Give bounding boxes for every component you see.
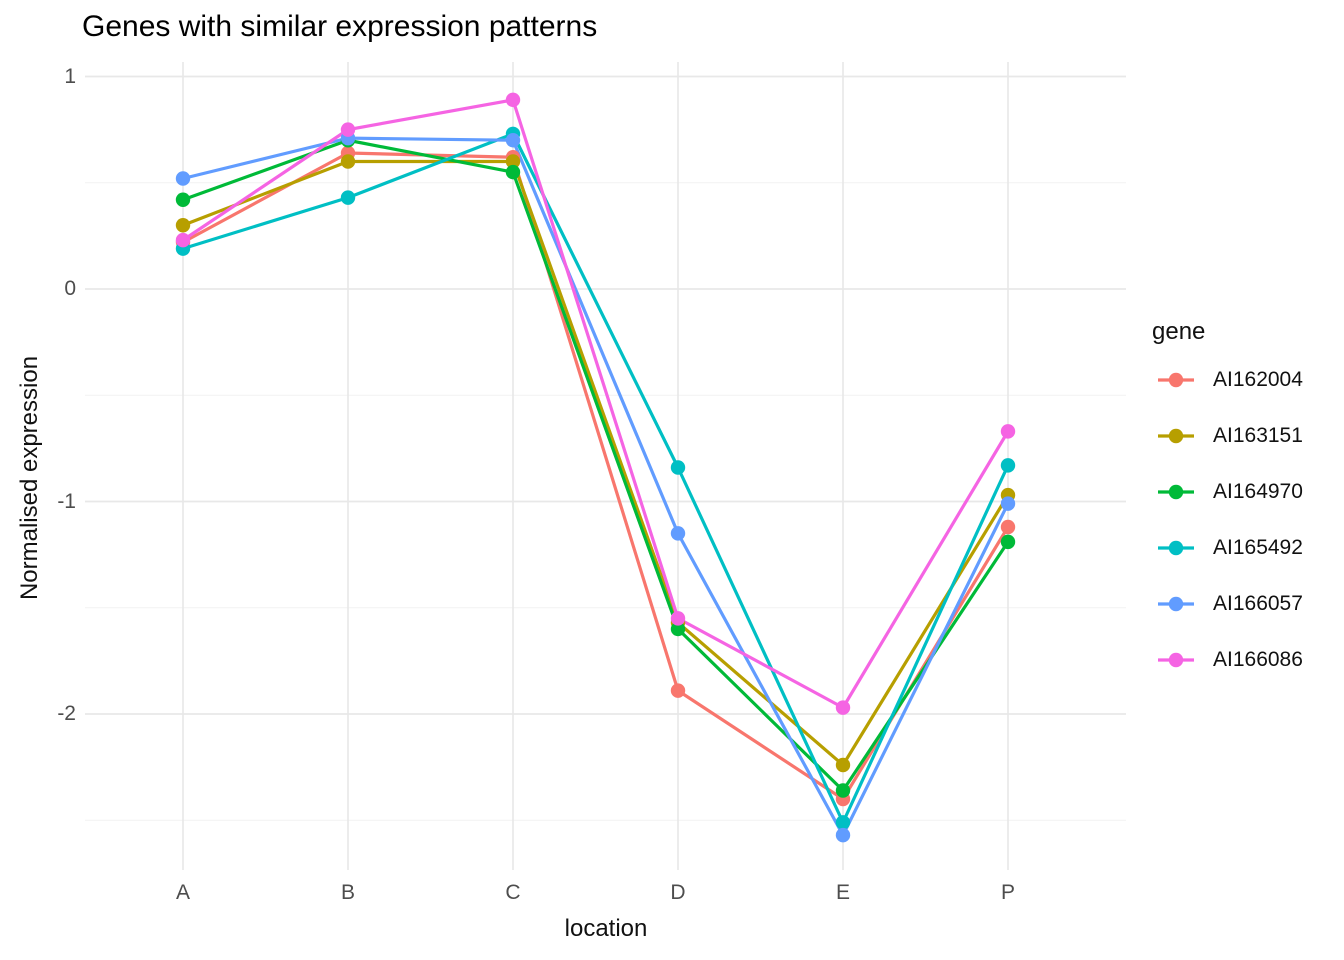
- legend-key-icon: [1158, 484, 1194, 500]
- legend-entry: AI163151: [1152, 408, 1303, 464]
- legend-entry-label: AI164970: [1213, 480, 1303, 503]
- data-point-AI166057: [835, 827, 851, 843]
- legend-entry: AI165492: [1152, 520, 1303, 576]
- data-point-AI166057: [505, 133, 521, 148]
- data-point-AI163151: [505, 154, 521, 169]
- legend-key-icon: [1158, 372, 1194, 388]
- legend-entry: AI166086: [1152, 632, 1303, 688]
- data-point-AI166086: [835, 700, 851, 715]
- legend-key-icon: [1158, 652, 1194, 668]
- x-tick-label: A: [175, 881, 190, 904]
- x-tick-label: C: [505, 881, 521, 904]
- data-point-AI166057: [670, 526, 686, 541]
- x-tick-label: B: [340, 881, 355, 904]
- y-tick-label: -1: [57, 489, 76, 513]
- legend-key-icon: [1158, 596, 1194, 612]
- series-line-AI164970: [181, 138, 1010, 793]
- legend-entry-label: AI166086: [1213, 648, 1303, 671]
- data-point-AI164970: [1000, 534, 1016, 550]
- y-axis-title: Normalised expression: [16, 355, 43, 601]
- data-point-AI164970: [670, 621, 686, 637]
- series-line-AI165492: [181, 132, 1010, 824]
- legend-entry: AI164970: [1152, 464, 1303, 520]
- legend-key-icon: [1158, 540, 1194, 556]
- legend: gene AI162004 AI163151 AI164970 AI165492 AI1…: [1152, 318, 1303, 688]
- legend-title: gene: [1152, 318, 1206, 345]
- data-point-AI166086: [340, 122, 356, 137]
- x-tick-label: D: [670, 881, 686, 904]
- data-point-AI165492: [670, 460, 686, 475]
- data-point-AI166086: [1000, 424, 1016, 439]
- legend-entry-label: AI165492: [1213, 536, 1303, 559]
- legend-entry: AI166057: [1152, 576, 1303, 632]
- legend-entry: AI162004: [1152, 352, 1303, 408]
- data-point-AI162004: [1000, 519, 1016, 535]
- data-point-AI164970: [505, 164, 521, 180]
- chart-title: Genes with similar expression patterns: [82, 10, 598, 43]
- series-line-AI166086: [181, 98, 1010, 710]
- data-point-AI163151: [835, 757, 851, 773]
- y-tick-label: 0: [64, 277, 76, 300]
- data-point-AI163151: [175, 218, 191, 233]
- data-point-AI166086: [670, 611, 686, 626]
- series-line-AI162004: [181, 151, 1010, 801]
- series-line-AI163151: [181, 159, 1010, 767]
- data-point-AI166057: [1000, 496, 1016, 511]
- data-point-AI166086: [505, 92, 521, 108]
- data-point-AI165492: [1000, 458, 1016, 473]
- data-point-AI166057: [175, 171, 191, 186]
- legend-entries: AI162004 AI163151 AI164970 AI165492 AI166057…: [1152, 352, 1303, 688]
- legend-entry-label: AI163151: [1213, 424, 1303, 447]
- series-line-AI166057: [181, 136, 1010, 837]
- data-point-AI165492: [340, 190, 356, 205]
- x-tick-label: E: [835, 881, 850, 904]
- legend-entry-label: AI166057: [1213, 592, 1303, 615]
- y-tick-label: 1: [64, 64, 76, 88]
- data-point-AI163151: [340, 154, 356, 169]
- legend-entry-label: AI162004: [1213, 368, 1303, 391]
- y-tick-label: -2: [57, 702, 76, 725]
- data-point-AI165492: [835, 815, 851, 830]
- data-point-AI162004: [670, 683, 686, 698]
- data-point-AI164970: [175, 192, 191, 207]
- data-point-AI164970: [835, 783, 851, 798]
- x-tick-label: P: [1000, 881, 1015, 904]
- legend-key-icon: [1158, 428, 1194, 444]
- x-axis-title: location: [564, 915, 648, 942]
- data-point-AI166086: [175, 232, 191, 248]
